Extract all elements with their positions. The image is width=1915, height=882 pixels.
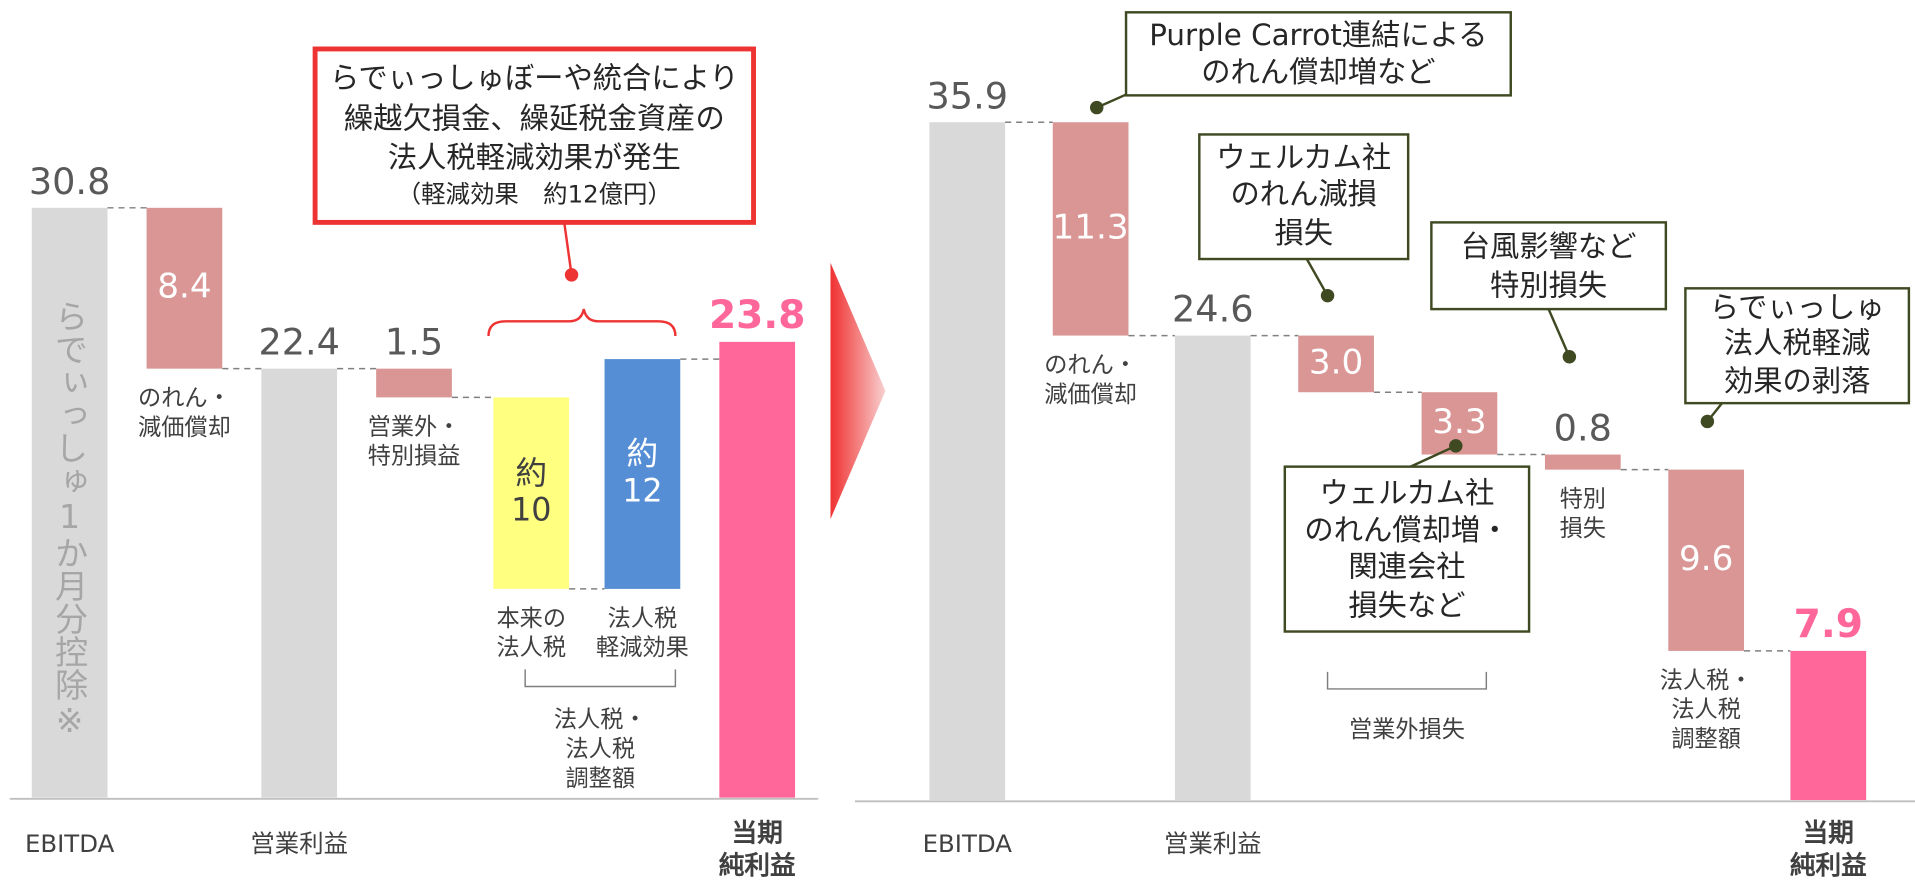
callout-text: 損失など xyxy=(1348,589,1465,623)
value-label: 30.8 xyxy=(29,160,111,203)
bar xyxy=(1052,122,1129,336)
callout-text: のれん減損 xyxy=(1230,177,1376,211)
category-label: のれん・ xyxy=(1044,352,1137,379)
category-label: のれん・ xyxy=(138,385,231,412)
callout-box xyxy=(1430,221,1668,311)
bar xyxy=(261,368,338,798)
value-label: 8.4 xyxy=(157,267,211,307)
brace xyxy=(487,308,677,337)
callout-dot xyxy=(564,268,579,282)
value-label: 9.6 xyxy=(1679,539,1733,579)
group-label: 法人税 xyxy=(565,735,635,762)
bar xyxy=(1174,335,1251,801)
bar xyxy=(604,359,681,589)
value-label: 3.3 xyxy=(1432,402,1486,442)
category-label: 減価償却 xyxy=(138,414,231,441)
callout-line xyxy=(1410,444,1457,468)
group-label: 営業外損失 xyxy=(1349,716,1465,743)
bar-note: らでぃっしゅ1か月分控除※ xyxy=(50,299,89,740)
group-bracket xyxy=(524,669,677,688)
value-label: 22.4 xyxy=(258,321,340,364)
value-label: 約 xyxy=(515,456,547,492)
callout-text: 法人税軽減効果が発生 xyxy=(388,140,681,174)
callout-text: 繰越欠損金、繰延税金資産の xyxy=(344,101,725,135)
bar xyxy=(1298,335,1374,393)
bar xyxy=(1790,650,1867,801)
category-label: 営業外・ xyxy=(368,413,461,440)
callout-box xyxy=(1124,11,1512,97)
value-label: 7.9 xyxy=(1794,602,1863,647)
category-label: 法人税 xyxy=(608,605,678,632)
category-label: 当期 xyxy=(732,818,783,848)
callout-dot xyxy=(1562,350,1577,364)
value-label: 11.3 xyxy=(1053,207,1129,247)
category-label: 営業利益 xyxy=(250,829,348,858)
bar xyxy=(493,397,570,589)
callout-text: （軽減効果 約12億円） xyxy=(397,180,672,209)
category-label: 法人税 xyxy=(1671,696,1741,723)
value-label: 1.5 xyxy=(385,321,443,364)
bar xyxy=(929,122,1006,801)
category-label: 法人税・ xyxy=(1660,667,1753,694)
bar xyxy=(376,368,452,398)
category-label: 当期 xyxy=(1803,818,1854,848)
callout-text: Purple Carrot連結による xyxy=(1149,18,1487,52)
bar xyxy=(146,207,223,369)
callout-text: のれん償却増・ xyxy=(1304,513,1509,547)
category-label: 損失 xyxy=(1560,515,1606,542)
callout-text: 損失 xyxy=(1274,216,1333,250)
callout-box xyxy=(1684,287,1911,405)
callout-text: 関連会社 xyxy=(1348,550,1465,584)
group-label: 調整額 xyxy=(565,765,635,792)
category-label: 本来の xyxy=(496,605,566,632)
group-label: 法人税・ xyxy=(554,706,647,733)
value-label: 0.8 xyxy=(1554,407,1612,450)
value-label: 23.8 xyxy=(709,293,805,338)
callout-text: らでぃっしゅぼーや統合により xyxy=(330,61,739,95)
callout-dot xyxy=(1320,288,1335,303)
value-label: 10 xyxy=(511,492,551,528)
category-label: 純利益 xyxy=(1790,850,1867,881)
value-label: 35.9 xyxy=(926,74,1008,117)
category-label: 純利益 xyxy=(719,850,796,881)
callout-text: ウェルカム社 xyxy=(1319,476,1494,510)
category-label: 調整額 xyxy=(1671,726,1741,753)
arrow xyxy=(830,262,886,520)
category-label: EBITDA xyxy=(923,829,1013,858)
callout-dot xyxy=(1700,414,1715,429)
callout-box xyxy=(312,46,756,225)
callout-dot xyxy=(1449,439,1463,453)
callout-line xyxy=(1547,308,1571,358)
callout-box xyxy=(1283,465,1531,633)
category-label: 法人税 xyxy=(496,634,566,661)
value-label: 24.6 xyxy=(1172,288,1254,331)
callout-text: 台風影響など xyxy=(1461,230,1637,264)
category-label: EBITDA xyxy=(25,829,115,858)
callout-text: ウェルカム社 xyxy=(1216,140,1391,174)
category-label: 減価償却 xyxy=(1044,381,1137,408)
callout-dot xyxy=(1090,100,1104,115)
bar xyxy=(719,341,796,798)
category-label: 特別損益 xyxy=(368,443,461,470)
bar xyxy=(1668,469,1745,651)
group-bracket xyxy=(1326,671,1488,690)
callout-text: 効果の剥落 xyxy=(1724,364,1870,398)
callout-text: 法人税軽減 xyxy=(1724,326,1870,360)
callout-text: 特別損失 xyxy=(1490,269,1607,303)
callout-text: のれん償却増など xyxy=(1201,55,1435,89)
category-label: 軽減効果 xyxy=(596,634,689,661)
callout-text: らでぃっしゅ xyxy=(1710,291,1885,325)
bar xyxy=(1544,454,1621,470)
callout-line xyxy=(1305,258,1329,297)
value-label: 12 xyxy=(622,473,662,509)
callout-line xyxy=(563,222,573,276)
category-label: 営業利益 xyxy=(1164,829,1262,858)
category-label: 特別 xyxy=(1560,486,1606,513)
value-label: 約 xyxy=(627,437,659,473)
callout-box xyxy=(1198,133,1410,261)
bar xyxy=(31,207,108,798)
value-label: 3.0 xyxy=(1309,342,1363,382)
